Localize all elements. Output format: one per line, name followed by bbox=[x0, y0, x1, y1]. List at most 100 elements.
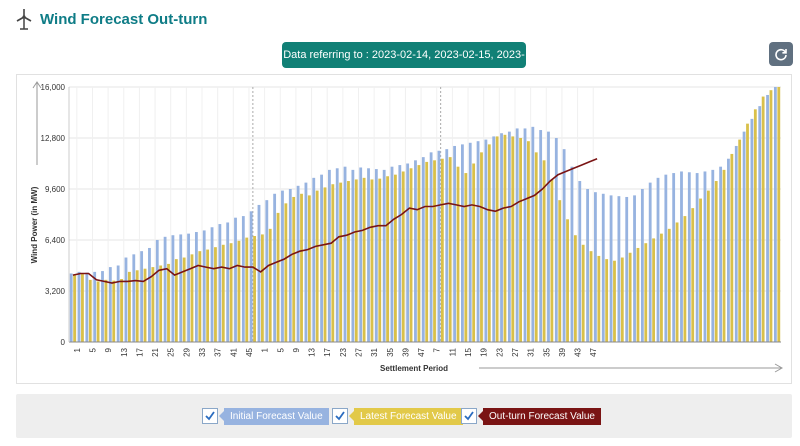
x-tick-label: 15 bbox=[464, 347, 473, 356]
initial-forecast-checkbox[interactable] bbox=[202, 408, 218, 424]
initial-forecast-bar bbox=[249, 211, 253, 342]
latest-forecast-bar bbox=[534, 152, 538, 342]
initial-forecast-bar bbox=[304, 182, 308, 342]
latest-forecast-bar bbox=[620, 257, 624, 342]
initial-forecast-bar bbox=[648, 182, 652, 342]
initial-forecast-bar bbox=[734, 145, 738, 342]
latest-forecast-bar bbox=[660, 233, 663, 342]
date-range-badge: Data referring to : 2023-02-14, 2023-02-… bbox=[282, 42, 526, 87]
y-tick-label: 9,600 bbox=[45, 185, 66, 194]
initial-forecast-bar bbox=[351, 169, 355, 342]
latest-forecast-bar bbox=[276, 212, 280, 342]
latest-forecast-bar bbox=[753, 109, 757, 342]
latest-forecast-bar bbox=[292, 196, 296, 342]
x-tick-label: 5 bbox=[276, 347, 285, 352]
initial-forecast-bar bbox=[140, 251, 144, 342]
legend-item-initial[interactable]: Initial Forecast Value bbox=[202, 406, 329, 426]
initial-forecast-bar bbox=[124, 257, 128, 342]
initial-forecast-bar bbox=[171, 235, 175, 342]
outturn-forecast-checkbox[interactable] bbox=[461, 408, 477, 424]
latest-forecast-bar bbox=[503, 134, 507, 342]
initial-forecast-bar bbox=[515, 128, 519, 342]
latest-forecast-bar bbox=[464, 173, 468, 342]
initial-forecast-bar bbox=[85, 272, 89, 342]
initial-forecast-bar bbox=[335, 168, 339, 342]
initial-forecast-bar bbox=[69, 273, 73, 342]
latest-forecast-bar bbox=[260, 234, 264, 342]
initial-forecast-bar bbox=[132, 254, 136, 342]
latest-forecast-bar bbox=[456, 166, 460, 342]
initial-forecast-bar bbox=[414, 160, 417, 342]
latest-forecast-bar bbox=[167, 263, 170, 342]
latest-forecast-bar bbox=[761, 96, 765, 342]
latest-forecast-bar bbox=[214, 247, 217, 342]
y-tick-label: 0 bbox=[61, 338, 66, 347]
initial-forecast-bar bbox=[453, 145, 456, 342]
latest-forecast-bar bbox=[182, 257, 186, 342]
initial-forecast-bar bbox=[601, 193, 605, 342]
wind-forecast-chart: 0 3,200 6,400 9,600 12,800 16,000 1 5 9 13 17 21 25 2… bbox=[16, 74, 792, 384]
x-tick-label: 27 bbox=[511, 347, 520, 356]
latest-forecast-bar bbox=[284, 203, 288, 342]
latest-forecast-bar bbox=[417, 165, 421, 342]
initial-forecast-bar bbox=[750, 118, 754, 342]
latest-forecast-bar bbox=[81, 273, 84, 342]
initial-forecast-bar bbox=[398, 165, 402, 342]
initial-forecast-bar bbox=[77, 271, 81, 342]
x-tick-label: 17 bbox=[135, 347, 144, 356]
y-tick-label: 3,200 bbox=[45, 287, 66, 296]
x-tick-label: 25 bbox=[167, 347, 176, 356]
x-tick-label: 47 bbox=[417, 347, 426, 356]
initial-forecast-bar bbox=[687, 172, 691, 342]
latest-forecast-bar bbox=[347, 181, 350, 342]
legend-item-outturn[interactable]: Out-turn Forecast Value bbox=[461, 406, 601, 426]
latest-forecast-bar bbox=[628, 252, 632, 342]
latest-forecast-bar bbox=[315, 190, 319, 342]
initial-forecast-bar bbox=[437, 150, 441, 342]
y-axis-arrowhead bbox=[32, 81, 42, 89]
initial-forecast-bar bbox=[179, 234, 183, 342]
latest-forecast-bar bbox=[558, 200, 562, 342]
initial-forecast-bar bbox=[187, 233, 190, 342]
initial-forecast-bar bbox=[476, 141, 480, 342]
initial-forecast-bar bbox=[406, 163, 410, 342]
latest-forecast-bar bbox=[542, 160, 546, 342]
latest-forecast-bar bbox=[581, 244, 585, 342]
initial-forecast-bar bbox=[695, 173, 699, 342]
initial-forecast-bar bbox=[226, 222, 230, 342]
latest-forecast-bar bbox=[229, 243, 233, 342]
x-tick-label: 33 bbox=[198, 347, 207, 356]
refresh-button[interactable] bbox=[769, 42, 793, 66]
initial-forecast-bar bbox=[531, 126, 535, 342]
initial-forecast-bar bbox=[343, 166, 347, 342]
initial-forecast-bar bbox=[680, 171, 683, 342]
initial-forecast-bar bbox=[382, 169, 386, 342]
latest-forecast-bar bbox=[409, 168, 413, 342]
initial-forecast-bar bbox=[609, 195, 613, 342]
legend-item-latest[interactable]: Latest Forecast Value bbox=[332, 406, 463, 426]
latest-forecast-bar bbox=[495, 136, 499, 342]
initial-forecast-bar bbox=[523, 128, 527, 342]
latest-forecast-bar bbox=[307, 195, 311, 342]
latest-forecast-bar bbox=[722, 169, 726, 342]
latest-forecast-bar bbox=[519, 138, 523, 342]
y-axis-title: Wind Power (in MW) bbox=[30, 186, 39, 263]
x-tick-label: 27 bbox=[354, 347, 363, 356]
initial-forecast-bar bbox=[429, 152, 433, 342]
latest-forecast-bar bbox=[221, 244, 225, 342]
initial-forecast-bar bbox=[727, 158, 730, 342]
latest-forecast-bar bbox=[550, 179, 554, 342]
initial-forecast-bar bbox=[468, 142, 472, 342]
x-tick-label: 21 bbox=[151, 347, 160, 356]
latest-forecast-bar bbox=[174, 259, 178, 342]
initial-forecast-bar bbox=[327, 169, 331, 342]
legend-label-outturn: Out-turn Forecast Value bbox=[478, 407, 601, 425]
latest-forecast-bar bbox=[245, 237, 249, 342]
initial-forecast-bar bbox=[288, 189, 292, 342]
x-tick-label: 5 bbox=[88, 347, 97, 352]
latest-forecast-bar bbox=[339, 182, 343, 342]
x-tick-label: 13 bbox=[120, 347, 129, 356]
x-tick-label: 31 bbox=[527, 347, 536, 356]
initial-forecast-bar bbox=[766, 94, 769, 342]
latest-forecast-checkbox[interactable] bbox=[332, 408, 348, 424]
